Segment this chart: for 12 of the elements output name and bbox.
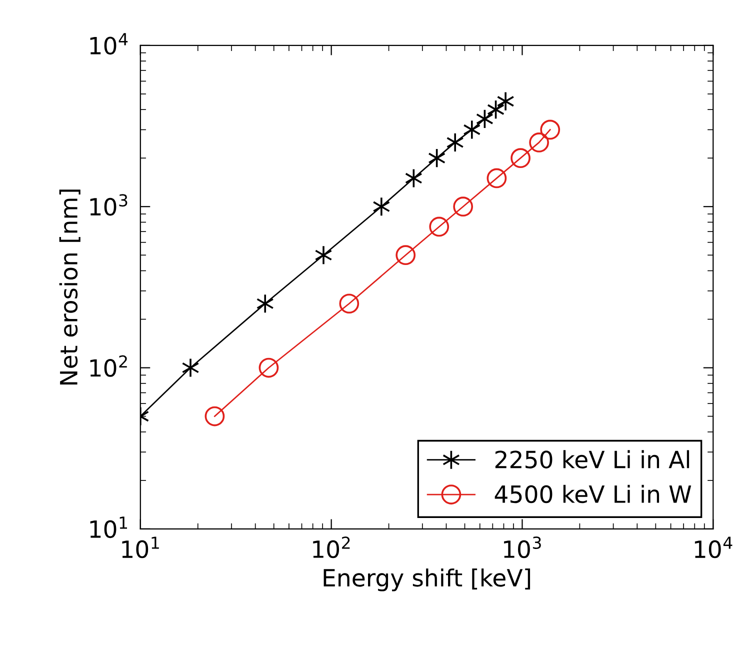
legend-label: 4500 keV Li in W xyxy=(494,484,692,504)
x-tick-label: 10$^{3}$ xyxy=(504,536,541,558)
legend-label: 2250 keV Li in Al xyxy=(495,450,690,468)
x-tick-label: 10$^{4}$ xyxy=(694,536,732,558)
x-tick-label: 10$^{1}$ xyxy=(122,536,159,558)
x-axis-title: Energy shift [keV] xyxy=(324,568,530,592)
y-axis-title: Net erosion [nm] xyxy=(59,190,80,384)
x-tick-label: 10$^{2}$ xyxy=(313,536,350,558)
y-tick-label: 10$^{1}$ xyxy=(90,516,128,538)
y-tick-label: 10$^{3}$ xyxy=(90,194,128,216)
y-tick-label: 10$^{2}$ xyxy=(90,355,127,377)
y-tick-label: 10$^{4}$ xyxy=(90,33,128,55)
